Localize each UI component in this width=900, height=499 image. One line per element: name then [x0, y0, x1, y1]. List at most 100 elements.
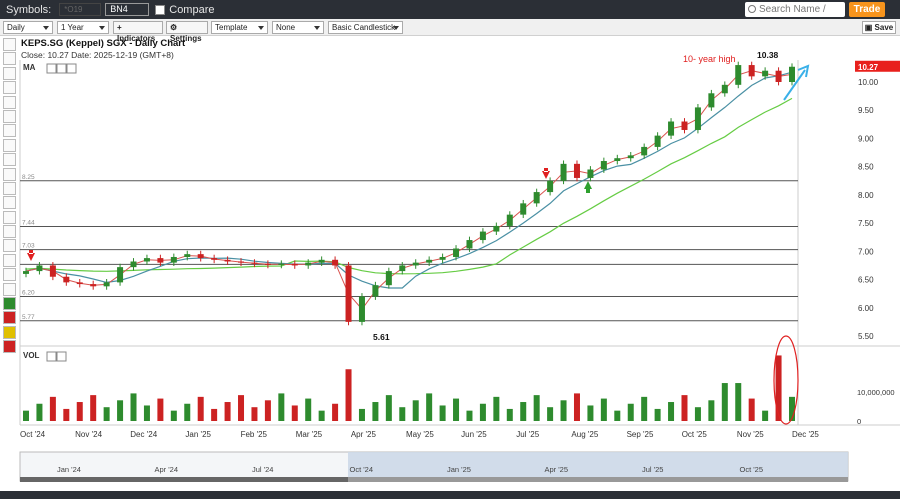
- volume-bar: [372, 402, 379, 421]
- search-input[interactable]: Search Name / Symbol: [745, 2, 845, 30]
- indicators-label: Indicators: [117, 34, 156, 43]
- candle-body: [305, 262, 312, 266]
- y-tick-label: 9.00: [858, 134, 874, 143]
- symbol-input[interactable]: BN4: [105, 3, 150, 16]
- candle-body: [318, 259, 325, 263]
- gear-icon[interactable]: [46, 351, 57, 362]
- chevron-down-icon: [43, 26, 49, 30]
- chevron-down-icon: [314, 26, 320, 30]
- x-tick-label: Oct '24: [20, 430, 46, 439]
- compare-checkbox[interactable]: [155, 4, 166, 15]
- volume-bar: [627, 403, 634, 421]
- check-icon[interactable]: [46, 63, 57, 74]
- trend-arrow: [783, 69, 806, 101]
- candle-body: [721, 84, 728, 94]
- fullscreen-icon[interactable]: [3, 38, 16, 51]
- volume-bar: [385, 395, 392, 421]
- volume-bar: [789, 396, 795, 421]
- x-tick-label: Mar '25: [296, 430, 323, 439]
- volume-bar: [748, 398, 755, 421]
- save-button[interactable]: ▣ Save: [862, 21, 896, 34]
- compare-label: Compare: [169, 3, 215, 16]
- vertical-line-icon[interactable]: [3, 81, 16, 95]
- circle-icon[interactable]: [3, 181, 16, 195]
- candle-body: [668, 121, 675, 136]
- gann-icon[interactable]: [3, 225, 16, 239]
- ellipse-icon[interactable]: [3, 268, 16, 282]
- x-tick-label: May '25: [406, 430, 434, 439]
- volume-bar: [533, 395, 540, 421]
- volume-bar: [170, 410, 177, 421]
- channel-icon[interactable]: [3, 138, 16, 152]
- template-select[interactable]: Template: [211, 21, 268, 34]
- search-icon: [748, 5, 756, 13]
- trend-line-icon[interactable]: [3, 95, 16, 109]
- y-tick-label: 6.50: [858, 276, 874, 285]
- ma-long-line: [25, 97, 793, 275]
- candle-body: [694, 107, 701, 130]
- volume-bar: [238, 395, 245, 421]
- volume-bar: [735, 383, 742, 421]
- eraser-icon[interactable]: [3, 340, 16, 354]
- range-select[interactable]: 1 Year: [57, 21, 109, 34]
- volume-bar: [224, 402, 231, 421]
- navigator-tick-label: Oct '24: [350, 465, 374, 474]
- volume-bar: [479, 403, 486, 421]
- gear-icon[interactable]: [56, 63, 67, 74]
- down-arrow-icon[interactable]: [3, 311, 16, 325]
- volume-bar: [264, 400, 271, 421]
- volume-bar: [130, 393, 137, 421]
- x-tick-label: Oct '25: [682, 430, 708, 439]
- ma-label: MA: [23, 63, 36, 72]
- volume-bar: [305, 398, 312, 421]
- volume-bar: [426, 393, 433, 421]
- navigator-scroll-thumb[interactable]: [348, 477, 848, 482]
- fibonacci-icon[interactable]: [3, 210, 16, 224]
- gann-fan-icon[interactable]: [3, 239, 16, 253]
- volume-bar: [694, 407, 701, 421]
- volume-bar: [184, 403, 191, 421]
- volume-bar: [103, 407, 110, 421]
- candle-body: [748, 65, 755, 77]
- close-icon[interactable]: [56, 351, 67, 362]
- crosshair-icon[interactable]: [3, 52, 16, 66]
- x-tick-label: Jun '25: [461, 430, 487, 439]
- pitchfork-icon[interactable]: [3, 153, 16, 167]
- close-icon[interactable]: [66, 63, 77, 74]
- highlighter-icon[interactable]: [3, 325, 16, 339]
- extended-line-icon[interactable]: [3, 124, 16, 138]
- candle-body: [170, 256, 177, 263]
- volume-bar: [157, 398, 164, 421]
- candle-body: [399, 265, 406, 272]
- candle-body: [49, 265, 56, 277]
- candle-body: [332, 259, 339, 266]
- rectangle-icon[interactable]: [3, 196, 16, 210]
- price-chart[interactable]: KEPS.SG (Keppel) SGX - Daily ChartClose:…: [0, 36, 900, 491]
- volume-bar: [63, 408, 70, 421]
- volume-bar: [143, 405, 150, 421]
- volume-bar: [466, 410, 473, 421]
- navigator-selection[interactable]: [348, 452, 848, 481]
- x-tick-label: Nov '24: [75, 430, 102, 439]
- level-label: 8.25: [22, 174, 35, 181]
- arc-icon[interactable]: [3, 167, 16, 181]
- interval-select[interactable]: Daily: [3, 21, 53, 34]
- cycle-icon[interactable]: [3, 253, 16, 267]
- overlay-select[interactable]: None: [272, 21, 324, 34]
- candle-body: [211, 258, 218, 260]
- trade-button[interactable]: Trade: [849, 2, 885, 17]
- range-value: 1 Year: [61, 23, 84, 32]
- candle-body: [103, 282, 110, 287]
- ray-icon[interactable]: [3, 109, 16, 123]
- indicators-button[interactable]: + Indicators: [113, 21, 163, 43]
- candle-body: [76, 282, 83, 285]
- horizontal-line-icon[interactable]: [3, 66, 16, 80]
- text-icon[interactable]: [3, 282, 16, 296]
- up-arrow-icon[interactable]: [3, 297, 16, 311]
- previous-symbol-field[interactable]: *O19: [59, 3, 102, 16]
- volume-bar: [708, 400, 715, 421]
- settings-button[interactable]: ⚙ Settings: [166, 21, 208, 43]
- chart-style-select[interactable]: Basic Candlestick: [328, 21, 403, 34]
- volume-bar: [439, 405, 446, 421]
- volume-bar: [197, 396, 204, 421]
